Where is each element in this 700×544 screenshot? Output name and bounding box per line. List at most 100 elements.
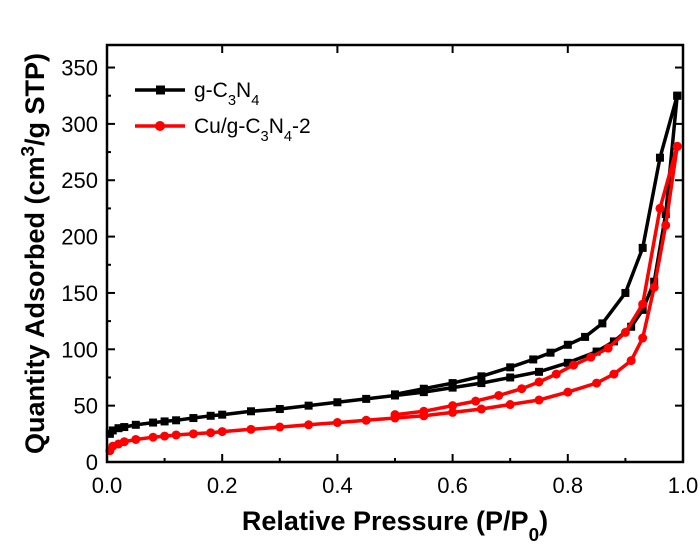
data-point: [609, 369, 619, 379]
data-point: [119, 437, 129, 447]
data-point: [114, 424, 123, 433]
data-point: [505, 400, 515, 410]
data-point: [563, 340, 572, 349]
data-point: [563, 358, 572, 367]
x-tick-label: 0.6: [437, 473, 468, 498]
data-point: [218, 410, 227, 419]
data-point: [529, 355, 538, 364]
data-point: [534, 395, 544, 405]
data-point: [477, 379, 486, 388]
data-point: [638, 243, 647, 252]
x-axis-title: Relative Pressure (P/P0): [242, 506, 548, 544]
data-point: [655, 153, 664, 162]
x-tick-label: 0.0: [92, 473, 123, 498]
legend-item-1: Cu/g-C3N4-2: [135, 115, 311, 145]
data-point: [506, 373, 515, 382]
legend-item-0: g-C3N4: [135, 79, 259, 109]
data-point: [419, 406, 429, 416]
data-point: [206, 411, 215, 420]
data-point: [476, 404, 486, 414]
y-tick-label: 350: [61, 56, 98, 81]
data-point: [275, 422, 285, 432]
data-point: [419, 384, 428, 393]
data-point: [638, 305, 647, 314]
data-point: [563, 387, 573, 397]
data-point: [655, 203, 665, 213]
data-point: [188, 429, 198, 439]
y-tick-label: 0: [86, 450, 98, 475]
data-point: [649, 282, 659, 292]
data-point: [592, 347, 601, 356]
data-point: [627, 322, 636, 331]
data-point: [390, 410, 400, 420]
data-point: [598, 319, 607, 328]
data-point: [120, 423, 129, 432]
data-point: [171, 430, 181, 440]
data-point: [477, 372, 486, 381]
data-point: [569, 360, 579, 370]
series-1: [105, 141, 682, 456]
data-point: [217, 427, 227, 437]
data-point: [626, 356, 636, 366]
x-tick-label: 0.2: [207, 473, 238, 498]
data-point: [206, 428, 216, 438]
y-tick-label: 200: [61, 225, 98, 250]
data-point: [638, 299, 648, 309]
data-point: [148, 432, 158, 442]
data-point: [517, 384, 527, 394]
x-tick-label: 0.4: [322, 473, 353, 498]
data-point: [592, 378, 602, 388]
y-tick-label: 100: [61, 337, 98, 362]
data-point: [448, 401, 458, 411]
x-tick-label: 1.0: [668, 473, 699, 498]
data-point: [448, 383, 457, 392]
legend-label: Cu/g-C3N4-2: [194, 115, 311, 145]
data-point: [603, 343, 613, 353]
y-axis-title: Quantity Adsorbed (cm3/g STP): [18, 53, 51, 454]
data-point: [304, 401, 313, 410]
y-tick-label: 150: [61, 281, 98, 306]
data-point: [275, 405, 284, 414]
data-point: [551, 369, 561, 379]
series-line-adsorption: [108, 146, 679, 452]
data-point: [160, 431, 170, 441]
data-point: [247, 407, 255, 416]
x-tick-label: 0.8: [553, 473, 584, 498]
data-point: [172, 416, 181, 425]
data-point: [638, 333, 648, 343]
data-point: [494, 391, 504, 401]
y-tick-label: 300: [61, 112, 98, 137]
legend-marker: [156, 85, 165, 95]
data-point: [620, 327, 630, 337]
data-point: [361, 415, 371, 425]
legend-marker: [155, 121, 165, 131]
data-point: [546, 348, 555, 357]
series-line-desorption: [394, 95, 679, 397]
legend-label: g-C3N4: [194, 79, 259, 109]
data-point: [621, 288, 630, 297]
data-point: [131, 434, 141, 444]
data-point: [586, 352, 596, 362]
data-point: [333, 398, 342, 407]
data-point: [535, 367, 543, 376]
data-point: [246, 424, 256, 434]
data-point: [332, 418, 342, 428]
y-tick-label: 50: [74, 394, 98, 419]
data-point: [362, 394, 371, 403]
data-point: [673, 91, 682, 100]
data-point: [131, 420, 140, 429]
data-point: [448, 407, 458, 417]
data-point: [471, 396, 481, 406]
legend: g-C3N4 Cu/g-C3N4-2: [135, 79, 311, 145]
data-point: [672, 141, 682, 151]
data-point: [534, 377, 544, 387]
data-point: [108, 426, 117, 435]
data-point: [581, 332, 590, 341]
y-tick-label: 250: [61, 168, 98, 193]
data-point: [661, 220, 671, 230]
data-point: [160, 417, 169, 426]
axes-layer: 0.0 0.2 0.4 0.6 0.8 1.0 0 50 100 150 200 250 300 350 R…: [18, 43, 699, 544]
data-point: [149, 418, 158, 427]
data-point: [448, 379, 457, 388]
